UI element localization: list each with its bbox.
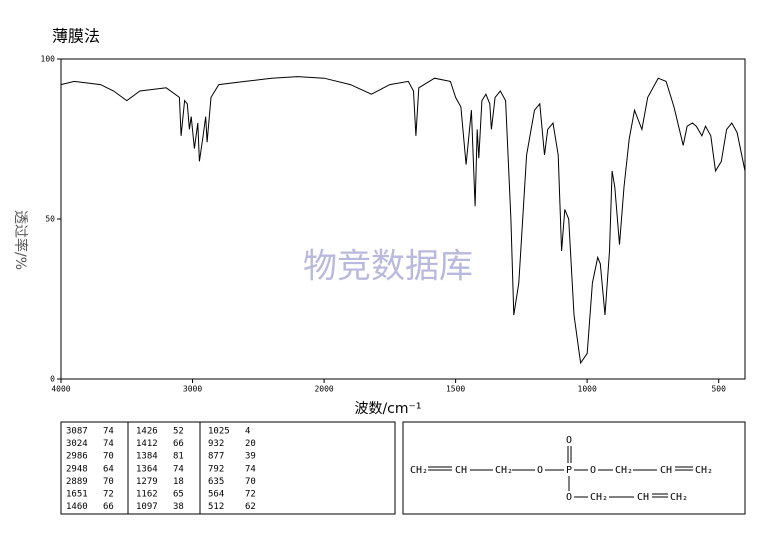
peak-table-cell: 64: [103, 464, 114, 474]
peak-table-cell: 70: [245, 477, 256, 487]
structure-atom: O: [537, 465, 543, 476]
structure-atom: P: [566, 465, 572, 476]
peak-table-cell: 66: [173, 439, 184, 449]
x-tick-label: 3000: [183, 385, 202, 394]
peak-table-cell: 1097: [136, 502, 158, 512]
peak-table-cell: 635: [208, 477, 224, 487]
peak-table-cell: 2986: [66, 452, 88, 462]
x-tick-label: 4000: [51, 385, 70, 394]
structure-atom: O: [566, 492, 572, 503]
peak-table-cell: 1426: [136, 427, 158, 437]
y-tick-label: 100: [41, 55, 56, 64]
peak-table-cell: 2948: [66, 464, 88, 474]
structure-frame: [402, 421, 746, 515]
peak-table-cell: 72: [245, 490, 256, 500]
peak-table-cell: 20: [245, 439, 256, 449]
peak-table-cell: 1460: [66, 502, 88, 512]
peak-table-cell: 877: [208, 452, 224, 462]
peak-table-cell: 74: [173, 464, 184, 474]
peak-table-cell: 4: [245, 427, 250, 437]
peak-table-cell: 2889: [66, 477, 88, 487]
spectrum-line: [60, 76, 746, 365]
peak-table-cell: 1412: [136, 439, 158, 449]
plot-frame: [60, 58, 746, 380]
peak-table-cell: 52: [173, 427, 184, 437]
structure-atom: CH₂: [590, 492, 608, 503]
peak-table-cell: 74: [103, 427, 114, 437]
peak-table-cell: 38: [173, 502, 184, 512]
peak-table-cell: 564: [208, 490, 224, 500]
structure-atom: O: [566, 435, 572, 446]
peak-table-cell: 1162: [136, 490, 158, 500]
x-tick-label: 1000: [578, 385, 597, 394]
structure-atom: O: [590, 465, 596, 476]
x-tick-label: 2000: [314, 385, 333, 394]
peak-table-cell: 66: [103, 502, 114, 512]
structure-atom: CH₂: [695, 465, 713, 476]
peak-table-cell: 1384: [136, 452, 158, 462]
peak-table-cell: 512: [208, 502, 224, 512]
peak-table-cell: 932: [208, 439, 224, 449]
peak-table-cell: 74: [245, 464, 256, 474]
structure-atom: CH: [637, 492, 649, 503]
x-tick-label: 500: [711, 385, 726, 394]
peak-table-cell: 1364: [136, 464, 158, 474]
structure-atom: CH: [660, 465, 672, 476]
peak-table-frame: [60, 421, 396, 515]
peak-table-cell: 81: [173, 452, 184, 462]
peak-table-cell: 74: [103, 439, 114, 449]
y-axis-label: 透过率/%: [12, 210, 29, 270]
peak-table-cell: 3024: [66, 439, 88, 449]
peak-table-cell: 62: [245, 502, 256, 512]
peak-table-cell: 70: [103, 452, 114, 462]
peak-table-cell: 1651: [66, 490, 88, 500]
y-tick-label: 0: [50, 375, 55, 384]
y-tick-label: 50: [45, 215, 55, 224]
peak-table-cell: 65: [173, 490, 184, 500]
x-axis-label: 波数/cm⁻¹: [354, 401, 421, 417]
peak-table-cell: 1279: [136, 477, 158, 487]
structure-atom: CH₂: [670, 492, 688, 503]
peak-table-cell: 792: [208, 464, 224, 474]
chart-title: 薄膜法: [52, 27, 100, 46]
peak-table-cell: 39: [245, 452, 256, 462]
peak-table-cell: 72: [103, 490, 114, 500]
peak-table-cell: 1025: [208, 427, 230, 437]
structure-atom: CH₂: [495, 465, 513, 476]
peak-table-cell: 18: [173, 477, 184, 487]
x-tick-label: 1500: [446, 385, 465, 394]
structure-atom: CH₂: [615, 465, 633, 476]
watermark: 物竞数据库: [303, 247, 473, 287]
structure-atom: CH: [455, 465, 467, 476]
peak-table-cell: 70: [103, 477, 114, 487]
structure-atom: CH₂: [410, 465, 428, 476]
peak-table-cell: 3087: [66, 427, 88, 437]
